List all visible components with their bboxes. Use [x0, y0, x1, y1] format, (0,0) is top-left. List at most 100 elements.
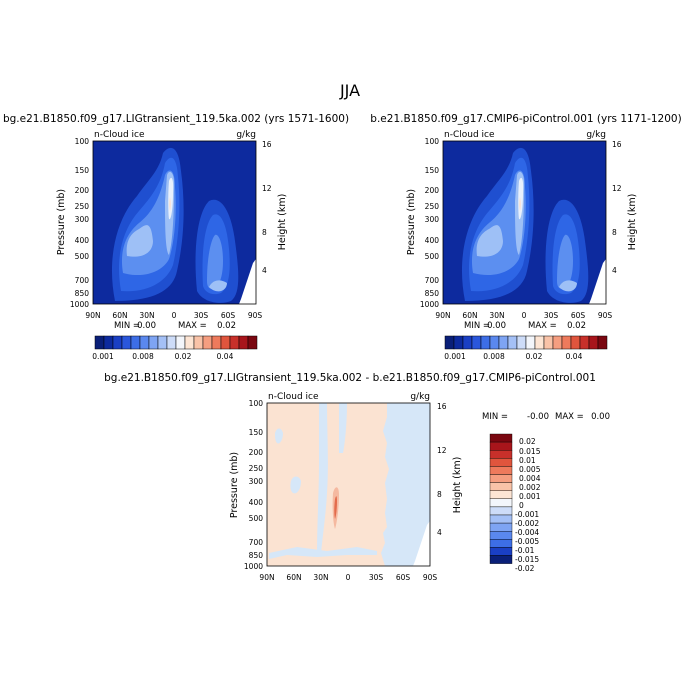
panel-b-colorbar-swatch: [516, 335, 527, 350]
panel-c-xtick-90n: 90N: [259, 573, 274, 582]
panel-a-colorbar-swatch: [211, 335, 222, 350]
panel-b-ytick-150: 150: [425, 166, 440, 175]
panel-a-contour-4: [126, 225, 153, 257]
panel-b-colorbar-swatch: [552, 335, 563, 350]
panel-a-contour-10: [207, 234, 223, 289]
panel-c-ytick-200: 200: [249, 448, 264, 457]
panel-a-colorbar-swatch: [220, 335, 231, 350]
panel-b-ytick-300: 300: [425, 215, 440, 224]
panel-c-xtick-30n: 30N: [313, 573, 328, 582]
panel-a-contour-6: [168, 177, 174, 220]
panel-a-ytick-200: 200: [75, 186, 90, 195]
panel-c-ryt-8: 8: [437, 490, 442, 499]
panel-a-xtick-90s: 90S: [248, 311, 263, 320]
panel-a-ylabel: Pressure (mb): [56, 189, 67, 255]
panel-c-cbar-label-12: -0.01: [515, 546, 535, 555]
panel-a-colorbar-swatch: [121, 335, 132, 350]
panel-b-colorbar-swatch: [570, 335, 581, 350]
panel-b-xtick-90s: 90S: [598, 311, 613, 320]
panel-b-colorbar-swatch: [525, 335, 536, 350]
panel-b-cbar-label-3: 0.04: [566, 352, 583, 361]
panel-c-cbar-label-10: -0.004: [515, 528, 539, 537]
panel-c-colorbar-swatch: [489, 531, 513, 540]
panel-c-neg-2: [339, 403, 347, 453]
panel-c-neg-4: [290, 476, 301, 494]
panel-b-max-value: 0.02: [567, 321, 586, 331]
panel-c-xtick-60s: 60S: [396, 573, 411, 582]
panel-b-contour-4: [476, 225, 503, 257]
panel-c-ytick-300: 300: [249, 477, 264, 486]
page-title: JJA: [339, 81, 360, 100]
panel-b-field: [443, 141, 606, 304]
panel-c-cbar-label-13: -0.015: [515, 555, 539, 564]
panel-b-xtick-90n: 90N: [435, 311, 450, 320]
panel-c-neg-3: [381, 403, 430, 566]
panel-c-ytick-700: 700: [249, 538, 264, 547]
panel-a-ytick-300: 300: [75, 215, 90, 224]
panel-a-ryt-12: 12: [262, 184, 272, 193]
panel-b-xtick-30s: 30S: [544, 311, 559, 320]
panel-a-colorbar-swatch: [130, 335, 141, 350]
panel-c-cbar-label-4: 0.004: [519, 474, 541, 483]
panel-b-colorbar-swatch: [507, 335, 518, 350]
panel-b-contour-7: [519, 197, 521, 211]
panel-c-ytick-1000: 1000: [244, 562, 263, 571]
panel-c-xtick-60n: 60N: [286, 573, 301, 582]
panel-c-cbar-label-0: 0.02: [519, 437, 536, 446]
panel-a-colorbar-swatch: [94, 335, 105, 350]
panel-c-xtick-0: 0: [346, 573, 351, 582]
panel-c-min-value: -0.00: [527, 412, 549, 422]
panel-a-ytick-400: 400: [75, 236, 90, 245]
panel-b-left-label: n-Cloud ice: [444, 130, 495, 140]
panel-b-terrain: [589, 259, 606, 304]
panel-b-ytick-200: 200: [425, 186, 440, 195]
panel-c-ytick-150: 150: [249, 428, 264, 437]
panel-b-colorbar-swatch: [561, 335, 572, 350]
panel-c-pos-2: [334, 496, 337, 519]
panel-b-right-label: g/kg: [586, 130, 606, 140]
panel-c-colorbar-swatch: [489, 441, 513, 451]
panel-a-colorbar-swatch: [148, 335, 159, 350]
panel-a-colorbar-swatch: [193, 335, 204, 350]
panel-a-max-label: MAX =: [178, 321, 207, 331]
panel-a-colorbar: [94, 335, 258, 350]
panel-a-ytick-500: 500: [75, 252, 90, 261]
panel-c-terrain: [413, 521, 430, 566]
panel-c-ryt-12: 12: [437, 446, 447, 455]
panel-c-max-label: MAX =: [555, 412, 584, 422]
panel-c-ytick-500: 500: [249, 514, 264, 523]
panel-a-colorbar-swatch: [112, 335, 123, 350]
panel-b-colorbar-swatch: [471, 335, 482, 350]
panel-c-ytick-400: 400: [249, 498, 264, 507]
panel-a-right-label: g/kg: [236, 130, 256, 140]
panel-c-neg-6: [275, 428, 283, 444]
panel-a-ytick-250: 250: [75, 202, 90, 211]
panel-c: bg.e21.B1850.f09_g17.LIGtransient_119.5k…: [104, 372, 610, 582]
panel-b-colorbar-swatch: [588, 335, 599, 350]
panel-b-ytick-250: 250: [425, 202, 440, 211]
panel-c-left-label: n-Cloud ice: [268, 392, 319, 402]
panel-b-ryt-8: 8: [612, 228, 617, 237]
panel-c-cbar-label-8: -0.001: [515, 510, 539, 519]
panel-b-ytick-500: 500: [425, 252, 440, 261]
panel-a: bg.e21.B1850.f09_g17.LIGtransient_119.5k…: [3, 113, 349, 361]
panel-a-colorbar-swatch: [229, 335, 240, 350]
panel-c-cbar-label-9: -0.002: [515, 519, 539, 528]
panel-a-colorbar-swatch: [139, 335, 150, 350]
panel-a-ytick-1000: 1000: [70, 300, 89, 309]
panel-c-colorbar-swatch: [489, 458, 513, 467]
panel-a-xtick-60s: 60S: [221, 311, 236, 320]
panel-c-field: [267, 403, 430, 566]
panel-a-ytick-150: 150: [75, 166, 90, 175]
panel-a-ryt-4: 4: [262, 266, 267, 275]
panel-a-cbar-label-2: 0.02: [175, 352, 192, 361]
panel-c-colorbar-swatch: [489, 433, 513, 443]
panel-c-cbar-label-2: 0.01: [519, 456, 536, 465]
panel-b-min-label: MIN =: [464, 321, 490, 331]
panel-c-colorbar-swatch: [489, 490, 513, 500]
panel-a-colorbar-swatch: [247, 335, 258, 350]
panel-c-ryt-16: 16: [437, 402, 447, 411]
panel-b-colorbar-swatch: [498, 335, 509, 350]
panel-c-cbar-label-6: 0.001: [519, 492, 541, 501]
